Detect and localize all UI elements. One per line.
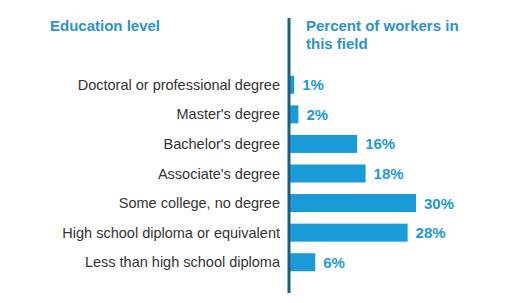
category-label: Some college, no degree — [119, 195, 280, 211]
bar — [290, 76, 294, 94]
category-label: High school diploma or equivalent — [62, 225, 280, 241]
bar — [290, 253, 315, 271]
bar — [290, 165, 366, 183]
bar — [290, 224, 408, 242]
data-label: 1% — [302, 76, 324, 93]
data-label: 6% — [323, 254, 345, 271]
category-label: Master's degree — [176, 106, 280, 122]
bar — [290, 135, 357, 153]
category-axis-header: Education level — [50, 17, 160, 35]
category-label: Less than high school diploma — [85, 254, 281, 270]
data-label: 30% — [424, 195, 454, 212]
chart: Doctoral or professional degree 1% Master'… — [0, 0, 525, 303]
bar — [290, 105, 298, 123]
category-label: Bachelor's degree — [164, 136, 280, 152]
bar — [290, 194, 416, 212]
category-label: Doctoral or professional degree — [78, 77, 280, 93]
bars — [290, 76, 416, 271]
data-label: 2% — [306, 106, 328, 123]
data-label: 18% — [374, 165, 404, 182]
value-axis-header: Percent of workers in this field — [306, 17, 474, 53]
category-label: Associate's degree — [158, 166, 280, 182]
data-label: 28% — [416, 224, 446, 241]
category-axis-line — [288, 18, 291, 293]
labels: Doctoral or professional degree 1% Master'… — [62, 76, 454, 270]
data-label: 16% — [365, 135, 395, 152]
